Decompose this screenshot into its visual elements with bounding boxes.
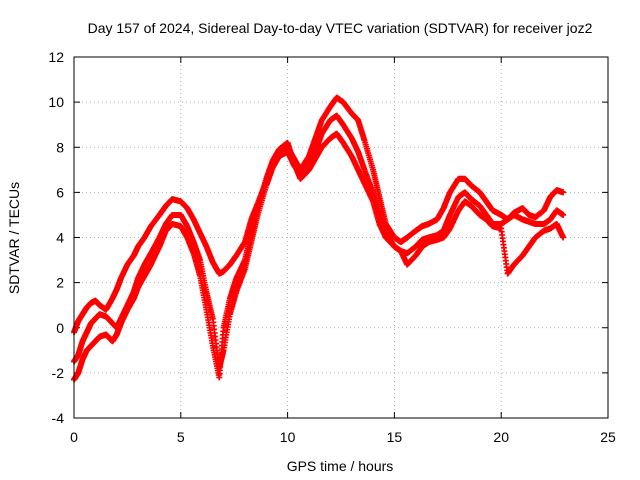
series-1 [71,94,567,336]
y-axis-label: SDTVAR / TECUs [6,182,22,294]
plot-frame [73,56,609,419]
y-tick-label: 12 [48,49,64,65]
data-point [560,189,567,196]
grid [74,57,608,418]
x-tick-label: 15 [387,429,403,445]
x-tick-label: 25 [600,429,616,445]
x-tick-label: 0 [70,429,78,445]
y-tick-label: 4 [56,230,64,246]
y-tick-label: 0 [56,320,64,336]
y-tick-label: -2 [52,365,65,381]
data-point [560,234,567,241]
x-tick-label: 20 [493,429,509,445]
x-axis-label: GPS time / hours [287,458,394,474]
x-tick-label: 10 [280,429,296,445]
x-tick-label: 5 [177,429,185,445]
data-point [560,211,567,218]
data-points [71,94,567,383]
tick-labels: 0 5 10 15 20 25 -4 -2 0 2 4 6 8 10 12 [48,49,616,445]
chart-title: Day 157 of 2024, Sidereal Day-to-day VTE… [88,20,593,36]
series-3 [71,130,567,383]
y-tick-label: 8 [56,139,64,155]
y-tick-label: 2 [56,275,64,291]
y-tick-label: -4 [52,410,65,426]
y-tick-label: 10 [48,94,64,110]
y-tick-label: 6 [56,184,64,200]
